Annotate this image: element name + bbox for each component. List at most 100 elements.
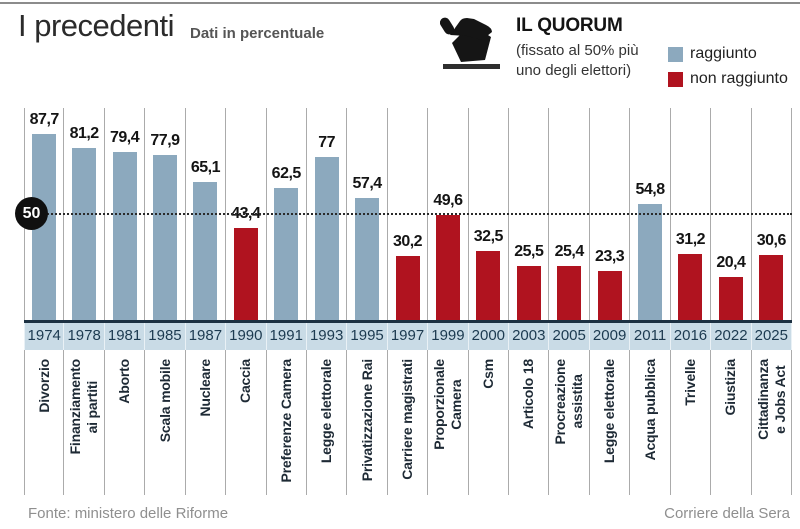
bar-1981 xyxy=(112,151,137,320)
referendum-column-1995: 57,4 1995 Privatizzazione Rai xyxy=(347,108,388,495)
topic-label: Divorzio xyxy=(35,359,52,413)
label-cell: Privatizzazione Rai xyxy=(347,350,388,495)
bar-2025 xyxy=(759,255,784,320)
topic-label: Proporzionale Camera xyxy=(431,359,464,450)
topic-label: Cittadinanza e Jobs Act xyxy=(754,359,788,440)
year-label: 1978 xyxy=(64,320,105,350)
topic-label: Scala mobile xyxy=(156,359,173,443)
legend-label: raggiunto xyxy=(690,45,757,62)
value-label: 62,5 xyxy=(271,164,302,182)
topic-label: Aborto xyxy=(116,359,133,404)
plot-cell: 79,4 xyxy=(105,108,146,320)
bar-1978 xyxy=(72,147,97,320)
topic-label: Acqua pubblica xyxy=(641,359,658,461)
referendum-column-1999: 49,6 1999 Proporzionale Camera xyxy=(428,108,469,495)
value-label: 77 xyxy=(318,133,336,151)
label-cell: Nucleare xyxy=(186,350,227,495)
label-cell: Preferenze Camera xyxy=(267,350,307,495)
year-label: 1993 xyxy=(306,320,348,350)
topic-label: Carriere magistrati xyxy=(399,359,416,480)
topic-label: Csm xyxy=(479,359,496,389)
referendum-column-1993: 77 1993 Legge elettorale xyxy=(306,108,348,495)
legend-item-reached: raggiunto xyxy=(668,45,788,63)
value-label: 57,4 xyxy=(352,175,383,193)
plot-cell: 77 xyxy=(307,108,348,320)
chart-baseline xyxy=(24,320,792,323)
bar-1999 xyxy=(435,214,460,320)
label-cell: Legge elettorale xyxy=(590,350,631,495)
topic-label: Giustizia xyxy=(722,359,739,416)
year-label: 2025 xyxy=(751,320,793,350)
topic-label: Articolo 18 xyxy=(520,359,537,430)
referendum-column-1987: 65,1 1987 Nucleare xyxy=(185,108,227,495)
referendum-column-2003: 25,5 2003 Articolo 18 xyxy=(509,108,550,495)
year-label: 1990 xyxy=(226,320,267,350)
referendum-column-2005: 25,4 2005 Procreazione assistita xyxy=(549,108,590,495)
value-label: 49,6 xyxy=(433,191,463,209)
label-cell: Scala mobile xyxy=(145,350,186,495)
value-label: 25,4 xyxy=(554,243,585,261)
bar-1987 xyxy=(193,182,218,320)
legend-label: non raggiunto xyxy=(690,70,788,87)
topic-label: Preferenze Camera xyxy=(277,359,294,483)
value-label: 81,2 xyxy=(69,124,100,142)
value-label: 20,4 xyxy=(716,253,746,271)
topic-label: Legge elettorale xyxy=(318,359,335,464)
value-label: 79,4 xyxy=(109,128,140,146)
topic-label: Privatizzazione Rai xyxy=(358,359,375,482)
quorum-heading: IL QUORUM xyxy=(516,15,623,36)
page-subtitle: Dati in percentuale xyxy=(190,25,325,42)
label-cell: Procreazione assistita xyxy=(549,350,590,495)
referendum-column-2016: 31,2 2016 Trivelle xyxy=(670,108,712,495)
bar-2022 xyxy=(718,276,743,320)
legend-item-not_reached: non raggiunto xyxy=(668,70,788,88)
year-label: 1987 xyxy=(185,320,227,350)
topic-label: Procreazione assistita xyxy=(552,359,586,445)
year-label: 1981 xyxy=(104,320,146,350)
value-label: 32,5 xyxy=(473,228,504,246)
year-label: 1985 xyxy=(145,320,186,350)
year-label: 1991 xyxy=(266,320,307,350)
quorum-legend: raggiunto non raggiunto xyxy=(668,45,788,88)
year-label: 2000 xyxy=(468,320,510,350)
referendum-column-2025: 30,6 2025 Cittadinanza e Jobs Act xyxy=(751,108,793,495)
year-label: 1974 xyxy=(24,320,65,350)
referendum-column-1991: 62,5 1991 Preferenze Camera xyxy=(266,108,307,495)
year-label: 1997 xyxy=(387,320,429,350)
top-rule xyxy=(0,2,800,4)
value-label: 30,6 xyxy=(756,232,787,250)
year-label: 2022 xyxy=(711,320,752,350)
credit-note: Corriere della Sera xyxy=(664,505,790,522)
value-label: 77,9 xyxy=(150,131,180,149)
source-note: Fonte: ministero delle Riforme xyxy=(28,505,229,522)
plot-cell: 32,5 xyxy=(469,108,510,320)
bar-2005 xyxy=(557,266,582,320)
referendum-column-2000: 32,5 2000 Csm xyxy=(468,108,510,495)
label-cell: Giustizia xyxy=(711,350,752,495)
quorum-threshold-line xyxy=(24,213,792,215)
page-title: I precedenti xyxy=(18,8,175,43)
plot-cell: 54,8 xyxy=(630,108,671,320)
quorum-badge: 50 xyxy=(15,197,48,230)
bar-2011 xyxy=(638,203,663,320)
label-cell: Finanziamento ai partiti xyxy=(64,350,105,495)
referendum-column-2011: 54,8 2011 Acqua pubblica xyxy=(630,108,671,495)
bar-1990 xyxy=(233,228,258,320)
value-label: 25,5 xyxy=(514,242,544,260)
referendum-column-1981: 79,4 1981 Aborto xyxy=(104,108,146,495)
value-label: 87,7 xyxy=(29,111,60,129)
plot-cell: 77,9 xyxy=(145,108,186,320)
bar-1993 xyxy=(314,156,339,320)
bar-2016 xyxy=(678,253,703,320)
label-cell: Aborto xyxy=(105,350,146,495)
label-cell: Legge elettorale xyxy=(307,350,348,495)
referendum-column-2009: 23,3 2009 Legge elettorale xyxy=(589,108,631,495)
value-label: 65,1 xyxy=(190,159,221,176)
year-label: 1999 xyxy=(428,320,469,350)
topic-label: Caccia xyxy=(237,359,254,403)
topic-label: Nucleare xyxy=(197,359,213,417)
legend-swatch-reached xyxy=(668,46,683,62)
label-cell: Divorzio xyxy=(24,350,65,495)
year-label: 2011 xyxy=(630,320,671,350)
legend-swatch-not_reached xyxy=(668,71,683,87)
